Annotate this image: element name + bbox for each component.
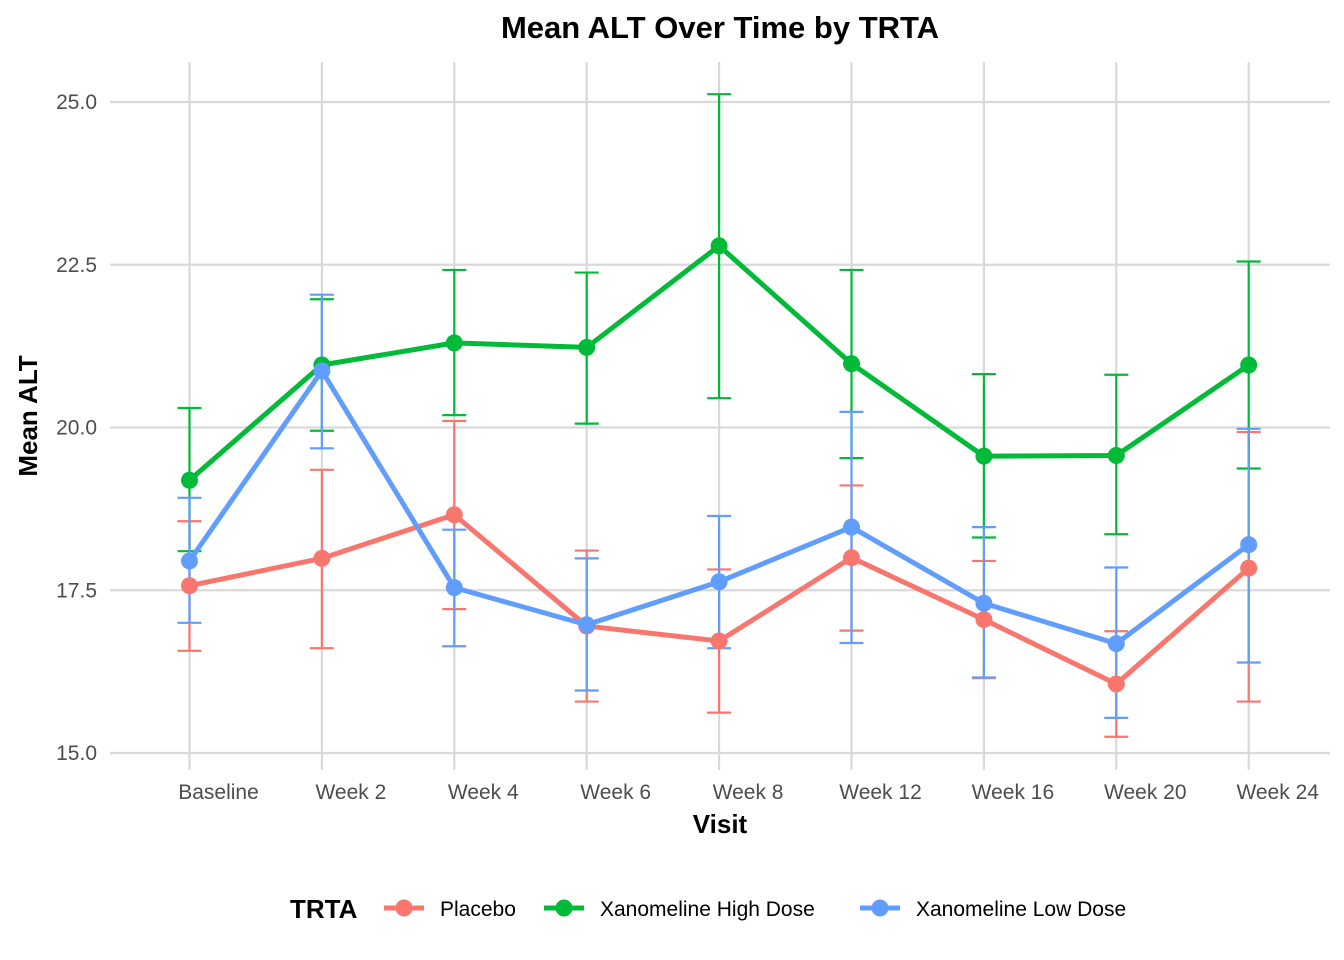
chart-title: Mean ALT Over Time by TRTA (501, 10, 939, 45)
legend-item: Xanomeline High Dose (544, 898, 815, 921)
x-tick-label: Week 16 (972, 781, 1055, 804)
x-axis-ticks: Baseline Week 2 Week 4 Week 6 Week 8 Week 12 W… (178, 781, 1319, 804)
legend-label: Xanomeline Low Dose (916, 898, 1126, 921)
series-points (181, 237, 1258, 693)
y-tick-label: 17.5 (56, 579, 97, 602)
data-point (1107, 675, 1125, 693)
x-tick-label: Week 24 (1236, 781, 1319, 804)
y-tick-label: 25.0 (56, 91, 97, 114)
legend-key-point (395, 899, 413, 917)
data-point (445, 579, 463, 597)
x-tick-label: Baseline (178, 781, 259, 804)
data-point (1107, 635, 1125, 653)
data-point (181, 577, 198, 595)
x-tick-label: Week 8 (713, 781, 784, 804)
legend-label: Placebo (440, 898, 516, 921)
data-point (313, 549, 331, 567)
data-point (578, 616, 596, 634)
legend-title: TRTA (290, 894, 358, 924)
x-tick-label: Week 6 (580, 781, 651, 804)
data-point (313, 362, 331, 380)
x-axis-title: Visit (693, 809, 748, 839)
data-point (843, 518, 860, 536)
y-tick-label: 22.5 (56, 254, 97, 277)
data-point (710, 573, 728, 591)
data-point (181, 471, 198, 489)
x-tick-label: Week 2 (315, 781, 386, 804)
legend-key-point (871, 899, 889, 917)
data-point (843, 355, 860, 373)
x-tick-label: Week 20 (1104, 781, 1187, 804)
y-tick-label: 15.0 (56, 742, 97, 765)
data-point (578, 338, 596, 356)
legend-item: Placebo (384, 898, 516, 921)
data-point (1240, 559, 1258, 577)
y-axis-title: Mean ALT (13, 355, 43, 476)
data-point (1240, 356, 1258, 374)
x-tick-label: Week 12 (839, 781, 922, 804)
data-point (1240, 536, 1258, 554)
data-point (710, 632, 728, 650)
data-point (843, 549, 860, 567)
data-point (445, 334, 463, 352)
y-tick-label: 20.0 (56, 417, 97, 440)
y-axis-ticks: 15.0 17.5 20.0 22.5 25.0 (56, 91, 97, 765)
data-point (445, 506, 463, 524)
data-point (975, 611, 993, 629)
x-tick-label: Week 4 (448, 781, 519, 804)
data-point (975, 594, 993, 612)
legend-label: Xanomeline High Dose (600, 898, 815, 921)
data-point (710, 237, 728, 255)
legend-key-point (555, 899, 573, 917)
data-point (1107, 446, 1125, 464)
data-point (975, 447, 993, 465)
legend-item: Xanomeline Low Dose (860, 898, 1126, 921)
legend: TRTA Placebo Xanomeline High Dose Xanomeli… (290, 894, 1126, 924)
data-point (181, 552, 198, 570)
